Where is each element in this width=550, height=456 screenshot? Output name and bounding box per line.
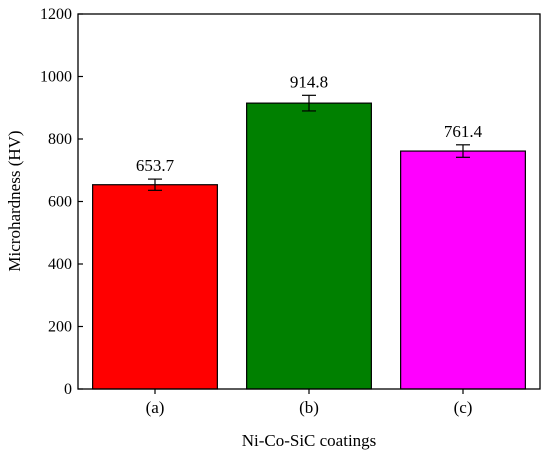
bar-1: [92, 184, 218, 390]
value-labels: 653.7 914.8 761.4: [136, 72, 483, 175]
y-axis-ticks: 0 200 400 600 800 1000 1200: [40, 6, 83, 398]
x-tick-label: (a): [146, 398, 165, 417]
x-tick-label: (b): [299, 398, 319, 417]
y-tick-label: 1000: [40, 69, 72, 86]
bars: [92, 102, 526, 390]
y-tick-label: 800: [48, 131, 72, 148]
y-tick-label: 400: [48, 256, 72, 273]
y-tick-label: 0: [64, 381, 72, 398]
y-tick-label: 200: [48, 319, 72, 336]
value-label: 653.7: [136, 156, 175, 175]
y-axis-title: Microhardness (HV): [5, 130, 24, 271]
error-bars: [148, 94, 470, 191]
bar-3: [400, 150, 526, 390]
y-tick-label: 600: [48, 194, 72, 211]
x-axis-title: Ni-Co-SiC coatings: [242, 431, 377, 450]
x-tick-label: (c): [454, 398, 473, 417]
bar-2: [246, 102, 372, 390]
value-label: 914.8: [290, 72, 328, 91]
x-axis-ticks: (a) (b) (c): [146, 389, 473, 417]
y-tick-label: 1200: [40, 6, 72, 23]
value-label: 761.4: [444, 122, 483, 141]
plot-frame: [77, 13, 541, 390]
